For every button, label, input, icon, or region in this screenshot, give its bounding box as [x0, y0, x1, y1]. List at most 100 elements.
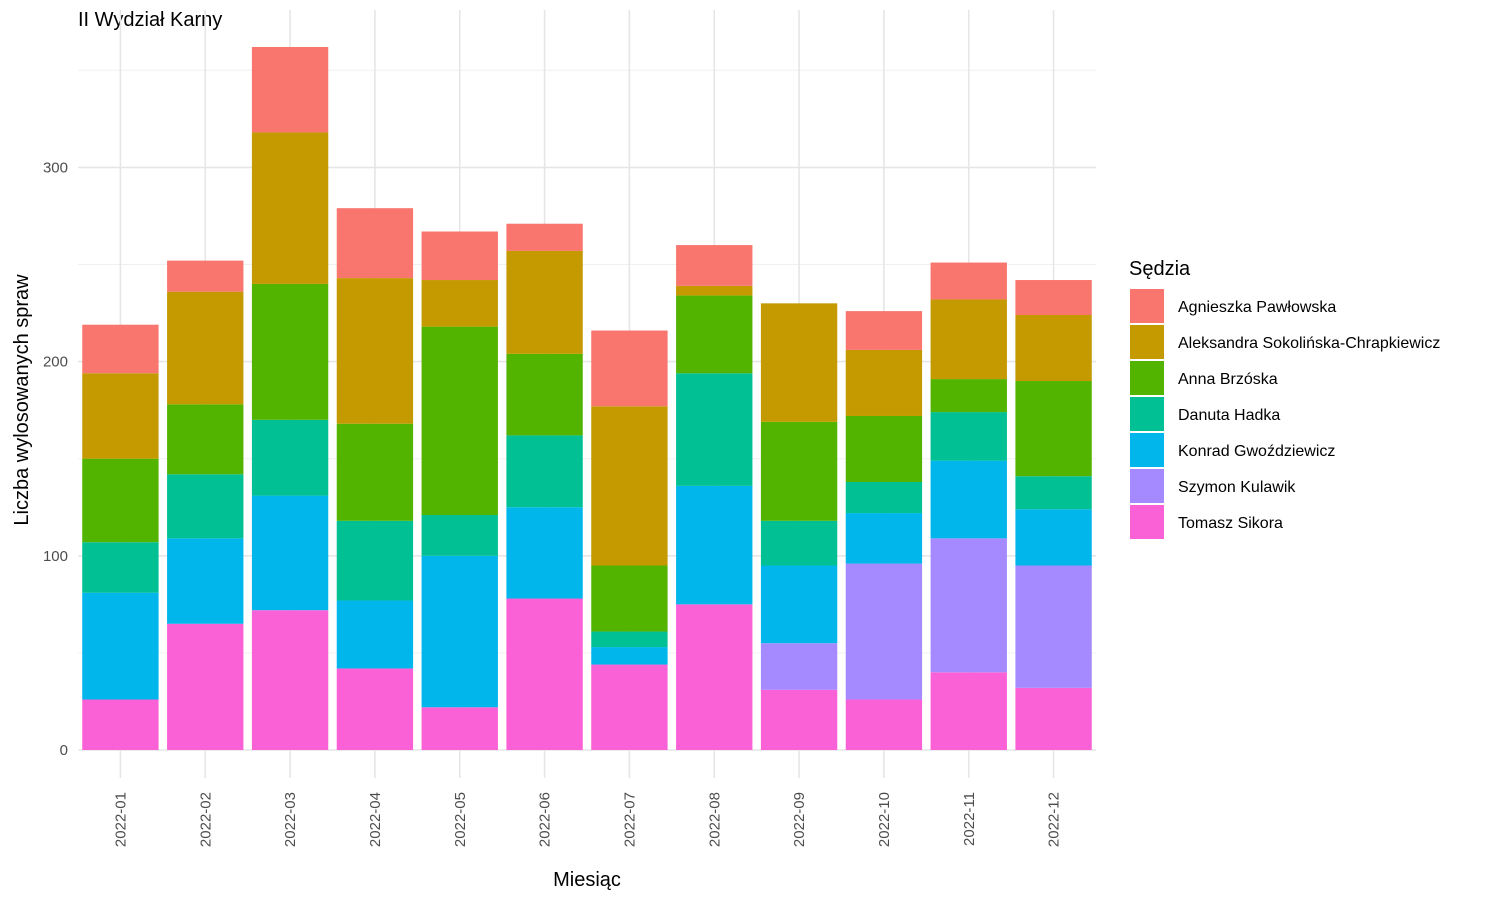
x-axis-title: Miesiąc	[553, 869, 621, 891]
bar-segment	[421, 231, 498, 281]
bar-segment	[251, 495, 329, 611]
legend-key	[1130, 325, 1164, 359]
bar-segment	[336, 423, 414, 521]
bar-segment	[251, 283, 329, 420]
bar-segment	[167, 474, 244, 539]
bar-segment	[676, 485, 753, 605]
bar-segment	[930, 412, 1007, 461]
bar-segment	[676, 245, 753, 286]
bar-segment	[421, 515, 498, 556]
x-tick-label: 2022-08	[706, 792, 723, 847]
bar-segment	[506, 250, 583, 354]
bar-segment	[506, 507, 583, 599]
bar-segment	[760, 303, 838, 422]
bar-segment	[760, 689, 838, 750]
bar-segment	[676, 285, 753, 296]
bar-segment	[930, 538, 1007, 673]
bar-segment	[845, 482, 923, 514]
legend-label: Aleksandra Sokolińska-Chrapkiewicz	[1178, 335, 1440, 352]
x-tick-label: 2022-10	[876, 792, 893, 847]
x-tick-label: 2022-02	[197, 792, 214, 847]
bar-segment	[591, 330, 668, 407]
bar-segment	[167, 404, 244, 475]
legend-key	[1130, 505, 1164, 539]
bar-segment	[930, 379, 1007, 413]
bar-segment	[760, 565, 838, 644]
bar-segment	[930, 672, 1007, 750]
legend-key	[1130, 289, 1164, 323]
bar-segment	[591, 565, 668, 632]
bar-segment	[930, 262, 1007, 300]
bar-segment	[336, 600, 414, 669]
x-tick-label: 2022-04	[367, 792, 384, 847]
x-tick-label: 2022-05	[452, 792, 469, 847]
bar-segment	[1015, 314, 1092, 382]
y-tick-label: 0	[60, 742, 68, 759]
bar-segment	[251, 132, 329, 284]
bar-segment	[82, 324, 159, 374]
y-axis: 0 100 200 300	[43, 159, 68, 759]
y-axis-title: Liczba wylosowanych spraw	[11, 274, 33, 526]
bar-segment	[251, 419, 329, 496]
bar-segment	[760, 520, 838, 566]
bar-segment	[591, 631, 668, 648]
bar-segment	[336, 520, 414, 601]
legend: Sędzia Agnieszka Pawłowska Aleksandra Sok…	[1129, 258, 1440, 539]
bar-segment	[421, 707, 498, 750]
x-tick-label: 2022-07	[621, 792, 638, 847]
y-tick-label: 200	[43, 354, 68, 371]
legend-label: Agnieszka Pawłowska	[1178, 299, 1336, 316]
bar-segment	[591, 664, 668, 750]
bar-segment	[760, 643, 838, 690]
bar-segment	[1015, 280, 1092, 315]
y-tick-label: 300	[43, 159, 68, 176]
x-tick-label: 2022-06	[537, 792, 554, 847]
bar-segment	[1015, 381, 1092, 477]
chart-title: II Wydział Karny	[78, 9, 222, 31]
legend-label: Tomasz Sikora	[1178, 515, 1283, 532]
bars	[82, 46, 1092, 750]
bar-segment	[845, 513, 923, 564]
bar-segment	[506, 353, 583, 436]
legend-label: Anna Brzóska	[1178, 371, 1278, 388]
legend-label: Szymon Kulawik	[1178, 479, 1296, 496]
bar-segment	[251, 610, 329, 750]
bar-segment	[591, 406, 668, 566]
x-axis: 2022-01 2022-02 2022-03 2022-04 2022-05 2022-…	[112, 792, 1062, 847]
bar-segment	[82, 373, 159, 459]
bar-segment	[676, 373, 753, 486]
legend-label: Konrad Gwoździewicz	[1178, 443, 1335, 460]
bar-segment	[845, 699, 923, 750]
bar-segment	[82, 699, 159, 750]
x-tick-label: 2022-01	[112, 792, 129, 847]
bar-segment	[421, 280, 498, 327]
bar-segment	[167, 291, 244, 405]
legend-key	[1130, 397, 1164, 431]
bar-segment	[82, 458, 159, 543]
bar-segment	[506, 223, 583, 251]
bar-segment	[845, 415, 923, 483]
bar-segment	[167, 260, 244, 292]
bar-segment	[251, 46, 329, 133]
bar-segment	[506, 598, 583, 750]
bar-segment	[167, 538, 244, 624]
bar-segment	[1015, 565, 1092, 688]
bar-segment	[676, 295, 753, 374]
bar-segment	[930, 460, 1007, 539]
x-tick-label: 2022-09	[791, 792, 808, 847]
bar-segment	[167, 623, 244, 750]
bar-segment	[1015, 476, 1092, 510]
bar-segment	[506, 435, 583, 508]
bar-segment	[421, 326, 498, 516]
x-tick-label: 2022-12	[1046, 792, 1063, 847]
legend-key	[1130, 361, 1164, 395]
bar-segment	[845, 311, 923, 350]
bar-segment	[421, 555, 498, 708]
bar-segment	[845, 349, 923, 416]
bar-segment	[1015, 687, 1092, 750]
bar-segment	[760, 421, 838, 521]
bar-segment	[930, 299, 1007, 380]
legend-title: Sędzia	[1129, 258, 1191, 280]
bar-segment	[1015, 509, 1092, 566]
